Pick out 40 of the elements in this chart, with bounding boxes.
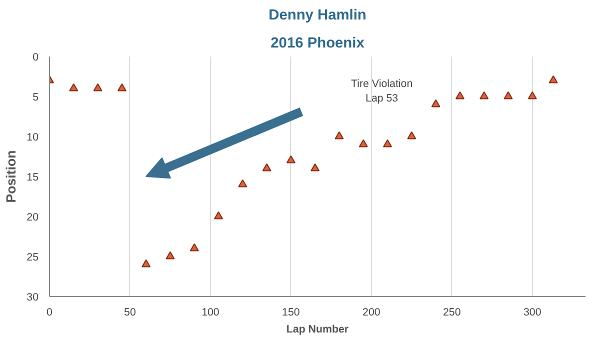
x-tick-label: 0 xyxy=(46,306,53,318)
point xyxy=(166,251,175,260)
y-tick-label: 10 xyxy=(26,132,39,144)
point xyxy=(238,179,248,188)
y-axis-title: Position xyxy=(4,150,19,203)
point xyxy=(480,91,489,100)
x-tick-label: 250 xyxy=(443,306,461,318)
point xyxy=(117,83,126,92)
x-tick-label: 100 xyxy=(202,306,220,318)
y-tick-label: 30 xyxy=(26,292,39,304)
point xyxy=(310,163,320,172)
chart-subtitle: 2016 Phoenix xyxy=(270,36,366,52)
x-tick-label: 200 xyxy=(362,306,380,318)
point xyxy=(358,139,368,148)
y-tick-label: 25 xyxy=(26,252,39,264)
point xyxy=(69,83,78,92)
x-tick-label: 50 xyxy=(124,306,136,318)
point xyxy=(334,131,344,140)
point xyxy=(407,131,416,140)
point xyxy=(262,163,272,172)
x-axis-title: Lap Number xyxy=(286,324,349,336)
point xyxy=(548,75,558,84)
y-tick-label: 15 xyxy=(26,172,39,184)
annotation: Tire Violation Lap 53 xyxy=(351,78,413,104)
x-tick-label: 150 xyxy=(282,306,300,318)
point xyxy=(431,99,440,108)
point xyxy=(455,91,464,100)
y-tick-label: 0 xyxy=(32,52,39,64)
y-tick-label: 5 xyxy=(32,92,39,104)
chart-title: Denny Hamlin xyxy=(268,8,366,24)
point xyxy=(504,91,513,100)
point xyxy=(142,259,151,268)
point xyxy=(190,243,199,252)
x-tick-label: 300 xyxy=(523,306,542,318)
point xyxy=(214,211,224,220)
point xyxy=(286,155,296,164)
point xyxy=(383,139,392,148)
y-tick-label: 20 xyxy=(26,212,39,224)
point xyxy=(93,83,102,92)
point xyxy=(528,91,537,100)
